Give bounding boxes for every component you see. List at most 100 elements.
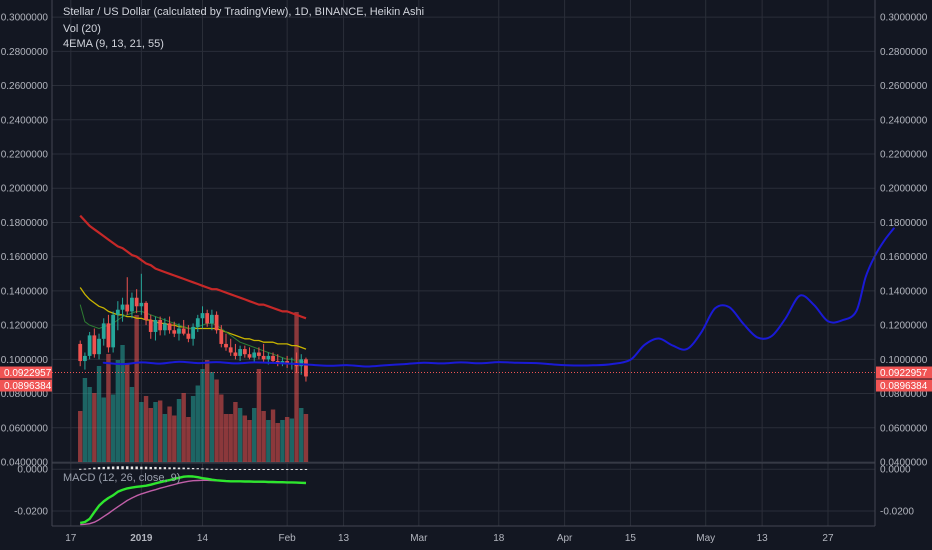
volume-bar [261, 411, 266, 462]
macd-histogram-bar [158, 467, 162, 470]
price-tick-left: 0.1400000 [1, 286, 49, 297]
candle-body [224, 343, 228, 348]
volume-bar [92, 393, 97, 462]
price-tag-left-text: 0.0922957 [4, 368, 52, 379]
candle-body [299, 359, 304, 367]
macd-histogram-bar [210, 468, 214, 470]
candle-body [130, 297, 134, 312]
price-tick-right: 0.1000000 [880, 355, 928, 366]
price-tag-right [876, 379, 932, 392]
macd-histogram-bar [177, 467, 181, 470]
price-tick-left: 0.1200000 [1, 321, 49, 332]
macd-histogram-bar [290, 469, 294, 471]
candle-body [247, 354, 252, 358]
volume-bar [120, 345, 125, 462]
price-axis[interactable]: 0.3000000 0.3000000 0.2800000 0.2800000 0.26… [1, 13, 928, 518]
price-tick-left: 0.2400000 [1, 115, 49, 126]
volume-bar [167, 406, 172, 462]
macd-histogram-bar [205, 468, 209, 470]
candle-body [209, 314, 214, 324]
projection-path [102, 227, 895, 368]
price-tick-right: 0.0800000 [880, 389, 928, 400]
volume-bar [247, 420, 252, 462]
volume-bars [78, 312, 309, 462]
macd-histogram-bar [140, 466, 143, 470]
price-tick-right: 0.2000000 [880, 184, 928, 195]
macd-histogram-bar [130, 466, 134, 470]
volume-bar [96, 366, 102, 462]
price-tick-left: 0.3000000 [1, 13, 49, 24]
candle-body [153, 319, 158, 332]
price-tick-right: 0.2400000 [880, 115, 928, 126]
chart-frame [51, 0, 876, 527]
macd-pane [79, 466, 308, 526]
candle-body [219, 330, 224, 344]
price-tick-right: 0.2800000 [880, 47, 928, 58]
macd-legend[interactable]: MACD (12, 26, close, 9) [63, 472, 181, 484]
candle-body [266, 355, 271, 360]
macd-histogram-bar [173, 467, 176, 470]
volume-bar [82, 378, 88, 462]
macd-histogram-bar [182, 467, 185, 470]
candle-body [125, 304, 130, 312]
volume-bar [148, 408, 153, 462]
time-axis[interactable]: 17 2019 14 Feb 13 Mar 18 Apr 15 May 13 27 [65, 533, 834, 544]
price-tick-right: 0.3000000 [880, 13, 928, 24]
time-tick: Feb [279, 533, 297, 544]
macd-histogram-bar [93, 467, 96, 470]
price-tag-right-text: 0.0922957 [880, 368, 928, 379]
time-tick: Mar [410, 533, 428, 544]
volume-bar [87, 387, 92, 462]
grid-lines [52, 0, 875, 526]
macd-histogram-bar [243, 469, 247, 471]
candle-body [101, 323, 106, 339]
price-tag-left-text: 0.0896384 [4, 381, 52, 392]
projection-drawing[interactable] [102, 227, 895, 368]
ema-legend[interactable]: 4EMA (9, 13, 21, 55) [63, 38, 164, 50]
macd-histogram-bar [121, 466, 124, 470]
price-tick-left: 0.0600000 [1, 423, 49, 434]
macd-histogram-bar [201, 468, 204, 470]
candle-body [257, 352, 261, 356]
candle-body [195, 318, 200, 327]
price-tick-right: 0.2600000 [880, 81, 928, 92]
macd-histogram-bar [116, 466, 120, 470]
time-tick: 13 [338, 533, 350, 544]
price-tick-right: 0.1400000 [880, 286, 928, 297]
macd-histogram-bar [149, 466, 152, 470]
macd-histogram-bar [253, 469, 256, 471]
volume-bar [237, 408, 243, 462]
candle-body [162, 323, 167, 331]
macd-tick-right: -0.0200 [880, 506, 914, 517]
macd-histogram-bar [304, 469, 308, 471]
macd-histogram-bar [102, 466, 105, 470]
time-tick: 2019 [130, 533, 153, 544]
macd-histogram-bar [126, 466, 129, 470]
volume-legend[interactable]: Vol (20) [63, 23, 101, 35]
candle-body [92, 335, 97, 355]
volume-bar [195, 385, 200, 462]
macd-histogram-bar [262, 469, 265, 471]
macd-tick-left: -0.0200 [14, 506, 48, 517]
macd-histogram-bar [88, 468, 91, 470]
candle-body [186, 333, 191, 339]
price-tag-right [876, 366, 932, 379]
price-tag-right-text: 0.0896384 [880, 381, 928, 392]
ema-55-line [79, 214, 307, 320]
macd-histogram-bar [300, 469, 303, 471]
macd-histogram-bar [276, 469, 279, 471]
volume-bar [214, 379, 219, 462]
price-tag-left [0, 379, 52, 392]
time-tick: 27 [822, 533, 834, 544]
volume-bar [139, 402, 144, 462]
volume-bar [110, 394, 116, 462]
time-tick: 13 [757, 533, 769, 544]
macd-histogram-bar [79, 468, 82, 470]
macd-histogram-bar [168, 467, 171, 470]
volume-bar [125, 363, 130, 462]
candle-body [252, 352, 257, 358]
price-tick-left: 0.0400000 [1, 458, 49, 469]
macd-histogram-bar [257, 469, 261, 471]
macd-histogram-bar [97, 467, 101, 470]
